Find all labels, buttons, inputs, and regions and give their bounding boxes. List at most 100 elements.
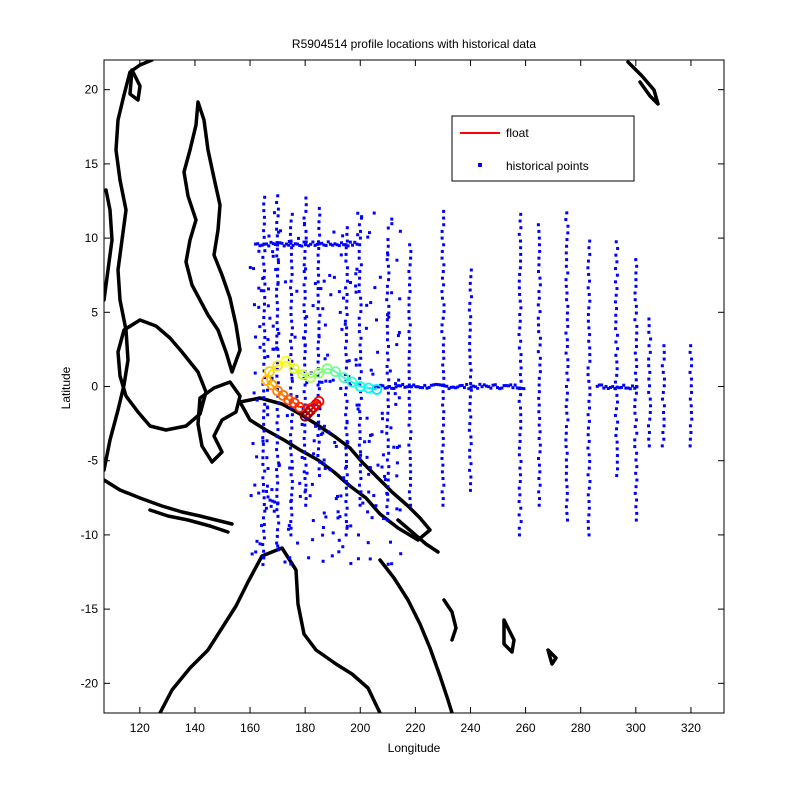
historical-point xyxy=(345,313,349,317)
historical-point xyxy=(586,413,590,417)
historical-point xyxy=(648,417,652,421)
float-track-segment xyxy=(277,360,287,367)
historical-point xyxy=(319,432,323,436)
historical-point xyxy=(317,246,321,250)
historical-point xyxy=(296,236,300,240)
historical-point xyxy=(468,395,472,399)
float-profile-marker xyxy=(338,372,350,383)
historical-point xyxy=(339,386,343,390)
historical-point xyxy=(615,400,619,404)
historical-point xyxy=(517,453,521,457)
historical-point xyxy=(321,307,325,311)
historical-point xyxy=(290,359,294,363)
historical-point xyxy=(358,363,362,367)
historical-point xyxy=(537,323,541,327)
historical-point xyxy=(275,421,279,425)
historical-point xyxy=(517,526,521,530)
historical-point xyxy=(290,486,294,490)
historical-point xyxy=(252,391,256,395)
historical-point xyxy=(276,381,280,385)
historical-point xyxy=(615,467,619,471)
historical-point xyxy=(597,383,601,387)
historical-point xyxy=(276,354,280,358)
historical-point xyxy=(388,369,392,373)
historical-point xyxy=(407,269,411,273)
historical-point xyxy=(662,404,666,408)
historical-point xyxy=(473,385,477,389)
historical-point xyxy=(648,384,652,388)
historical-point xyxy=(689,404,693,408)
x-tick-label: 160 xyxy=(240,721,260,735)
historical-point xyxy=(266,287,270,291)
historical-point xyxy=(358,470,362,474)
historical-point xyxy=(467,387,471,391)
historical-point xyxy=(358,269,362,273)
historical-point xyxy=(291,244,295,248)
historical-point xyxy=(538,443,542,447)
historical-point xyxy=(441,370,445,374)
historical-point xyxy=(386,471,390,475)
float-track-segment xyxy=(293,367,303,376)
historical-point xyxy=(564,505,568,509)
historical-point xyxy=(408,450,412,454)
historical-point xyxy=(314,424,318,428)
historical-point xyxy=(634,311,638,315)
historical-point xyxy=(275,468,279,472)
historical-point xyxy=(357,256,361,260)
historical-point xyxy=(586,433,590,437)
historical-point xyxy=(334,444,338,448)
historical-point xyxy=(390,386,394,390)
historical-point xyxy=(518,292,522,296)
historical-point xyxy=(303,430,307,434)
float-profile-marker xyxy=(263,366,275,378)
historical-point xyxy=(538,416,542,420)
historical-point xyxy=(355,242,359,246)
historical-point xyxy=(304,463,308,467)
historical-point xyxy=(386,405,390,409)
historical-point xyxy=(311,519,315,523)
historical-point xyxy=(662,344,666,348)
historical-point xyxy=(586,520,590,524)
historical-point xyxy=(266,413,270,417)
historical-point xyxy=(689,410,693,414)
historical-point xyxy=(367,231,371,235)
historical-point xyxy=(261,442,265,446)
y-tick-label: -20 xyxy=(81,676,99,690)
historical-point xyxy=(407,283,411,287)
historical-point xyxy=(635,264,639,268)
historical-point xyxy=(538,470,542,474)
x-tick-label: 240 xyxy=(460,721,480,735)
historical-point xyxy=(385,458,389,462)
historical-point xyxy=(287,527,291,531)
historical-point xyxy=(366,541,370,545)
historical-point xyxy=(468,335,472,339)
coastline-taiwan xyxy=(128,68,142,102)
historical-point xyxy=(538,363,542,367)
float-profile-marker xyxy=(330,366,341,378)
legend-historical-swatch xyxy=(478,163,482,167)
historical-point xyxy=(441,396,445,400)
historical-point xyxy=(564,351,568,355)
historical-point xyxy=(316,383,320,387)
historical-point xyxy=(318,460,322,464)
historical-point xyxy=(262,502,266,506)
historical-point xyxy=(380,411,384,415)
historical-point xyxy=(385,518,389,522)
coastline-borneo xyxy=(116,318,208,432)
historical-point xyxy=(647,377,651,381)
float-track-segment xyxy=(299,400,320,409)
historical-point xyxy=(518,319,522,323)
historical-point xyxy=(440,296,444,300)
historical-point xyxy=(536,316,540,320)
historical-point xyxy=(357,323,361,327)
historical-point xyxy=(586,526,590,530)
historical-point xyxy=(253,483,257,487)
historical-point xyxy=(275,448,279,452)
historical-point xyxy=(414,385,418,389)
historical-point xyxy=(647,330,651,334)
historical-point xyxy=(304,229,308,233)
historical-point xyxy=(338,515,342,519)
historical-point xyxy=(263,402,267,406)
historical-point xyxy=(349,383,353,387)
historical-point xyxy=(356,407,360,411)
